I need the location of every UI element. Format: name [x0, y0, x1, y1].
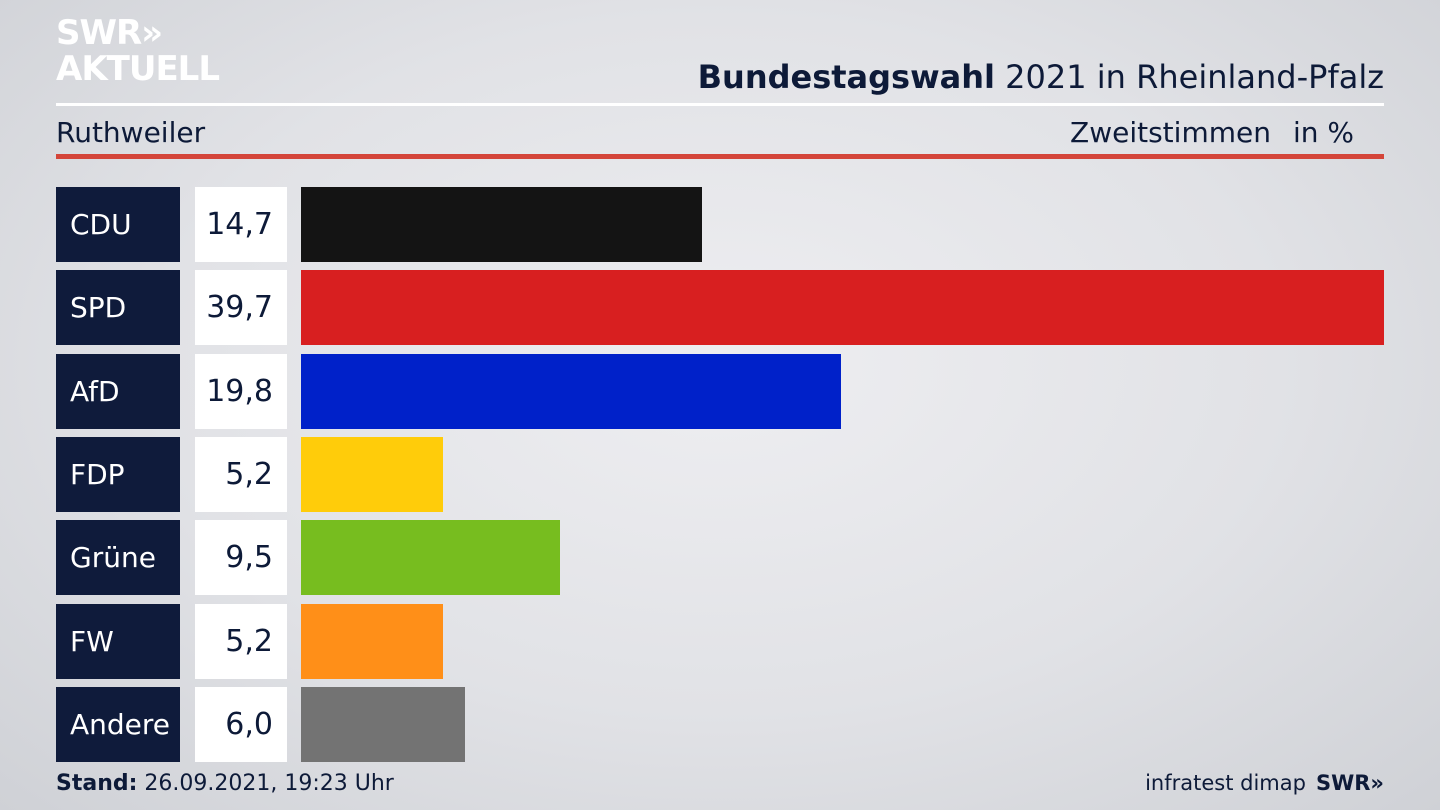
- measure-unit: Zweitstimmen in %: [1070, 116, 1354, 149]
- value-label: 39,7: [195, 270, 287, 346]
- bar: [301, 520, 560, 596]
- party-label: Grüne: [56, 520, 180, 596]
- title-region: 2021 in Rheinland-Pfalz: [995, 58, 1384, 96]
- accent-divider: [56, 154, 1384, 159]
- value-label: 6,0: [195, 686, 287, 762]
- header-divider: [56, 103, 1384, 106]
- bar-row: FW 5,2: [56, 603, 1384, 679]
- value-label: 14,7: [195, 187, 287, 262]
- bar: [301, 353, 841, 429]
- swr-aktuell-logo: SWR» AKTUELL: [56, 13, 220, 89]
- value-label: 19,8: [195, 353, 287, 429]
- bar: [301, 603, 443, 679]
- value-label: 5,2: [195, 436, 287, 512]
- party-label: FW: [56, 603, 180, 679]
- timestamp: Stand: 26.09.2021, 19:23 Uhr: [56, 771, 394, 796]
- location-label: Ruthweiler: [56, 116, 206, 149]
- bar-row: FDP 5,2: [56, 436, 1384, 512]
- party-label: SPD: [56, 270, 180, 346]
- title-election: Bundestagswahl: [697, 58, 995, 96]
- swr-footer-logo: SWR»: [1315, 771, 1384, 795]
- source-credit: infratest dimap SWR»: [1145, 771, 1384, 795]
- bar-row: AfD 19,8: [56, 353, 1384, 429]
- bar: [301, 436, 443, 512]
- unit-label: in %: [1292, 116, 1354, 149]
- measure-label: Zweitstimmen: [1070, 116, 1271, 149]
- party-label: FDP: [56, 436, 180, 512]
- value-label: 5,2: [195, 603, 287, 679]
- bar-row: SPD 39,7: [56, 270, 1384, 346]
- bar-row: CDU 14,7: [56, 187, 1384, 262]
- chart-title: Bundestagswahl 2021 in Rheinland-Pfalz: [698, 58, 1384, 96]
- stand-label: Stand:: [56, 771, 138, 796]
- source-label: infratest dimap: [1145, 771, 1306, 795]
- party-label: CDU: [56, 187, 180, 262]
- value-label: 9,5: [195, 520, 287, 596]
- logo-line-swr: SWR»: [56, 13, 163, 53]
- bar-row: Andere 6,0: [56, 686, 1384, 762]
- party-label: Andere: [56, 686, 180, 762]
- logo-line-aktuell: AKTUELL: [56, 49, 220, 89]
- stand-value: 26.09.2021, 19:23 Uhr: [137, 771, 394, 796]
- bar: [301, 686, 465, 762]
- bar: [301, 187, 702, 262]
- bar: [301, 270, 1384, 346]
- bar-row: Grüne 9,5: [56, 520, 1384, 596]
- party-label: AfD: [56, 353, 180, 429]
